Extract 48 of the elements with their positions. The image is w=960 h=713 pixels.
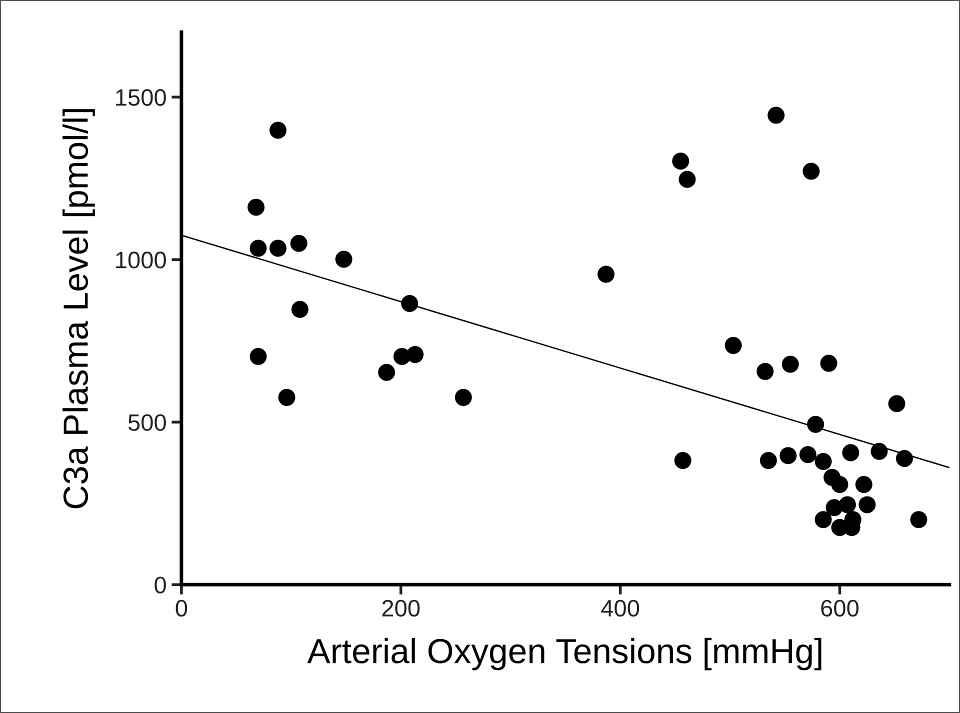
x-axis-title: Arterial Oxygen Tensions [mmHg] — [307, 638, 822, 670]
point — [335, 250, 352, 268]
point — [888, 395, 906, 412]
point — [269, 240, 286, 257]
y-tick-label: 0 — [154, 576, 166, 594]
y-axis-title: C3a Plasma Level [pmol/l] — [62, 109, 95, 508]
y-tick-label: 1000 — [116, 252, 166, 268]
point — [250, 240, 267, 257]
x-tick-label: 200 — [382, 600, 420, 617]
point — [401, 294, 418, 312]
point — [674, 452, 692, 469]
point — [814, 511, 832, 528]
point — [672, 152, 690, 170]
point — [598, 266, 615, 283]
x-tick-label: 600 — [821, 600, 858, 617]
y-tick-label: 500 — [128, 414, 166, 431]
point — [378, 364, 396, 381]
point — [910, 511, 928, 528]
point — [406, 346, 424, 364]
point — [814, 452, 832, 470]
point — [838, 496, 856, 514]
point — [269, 122, 286, 139]
point — [807, 416, 824, 433]
point — [870, 442, 888, 460]
point — [278, 388, 296, 406]
point — [855, 476, 872, 494]
point — [678, 170, 696, 188]
x-tick-label: 400 — [601, 600, 640, 617]
point — [250, 348, 267, 365]
point — [842, 444, 860, 462]
point — [454, 388, 472, 406]
point — [802, 162, 820, 180]
point — [291, 300, 308, 318]
point — [831, 476, 848, 494]
y-tick-label: 1500 — [116, 89, 166, 106]
x-tick-label: 0 — [176, 600, 188, 617]
point — [768, 106, 785, 124]
point — [799, 446, 816, 464]
point — [820, 354, 838, 372]
point — [290, 234, 308, 252]
point — [780, 447, 797, 464]
point — [896, 450, 913, 468]
point — [782, 356, 799, 373]
point — [760, 452, 777, 469]
point — [858, 496, 876, 514]
point — [724, 336, 742, 354]
point — [248, 198, 265, 216]
point — [756, 362, 774, 380]
